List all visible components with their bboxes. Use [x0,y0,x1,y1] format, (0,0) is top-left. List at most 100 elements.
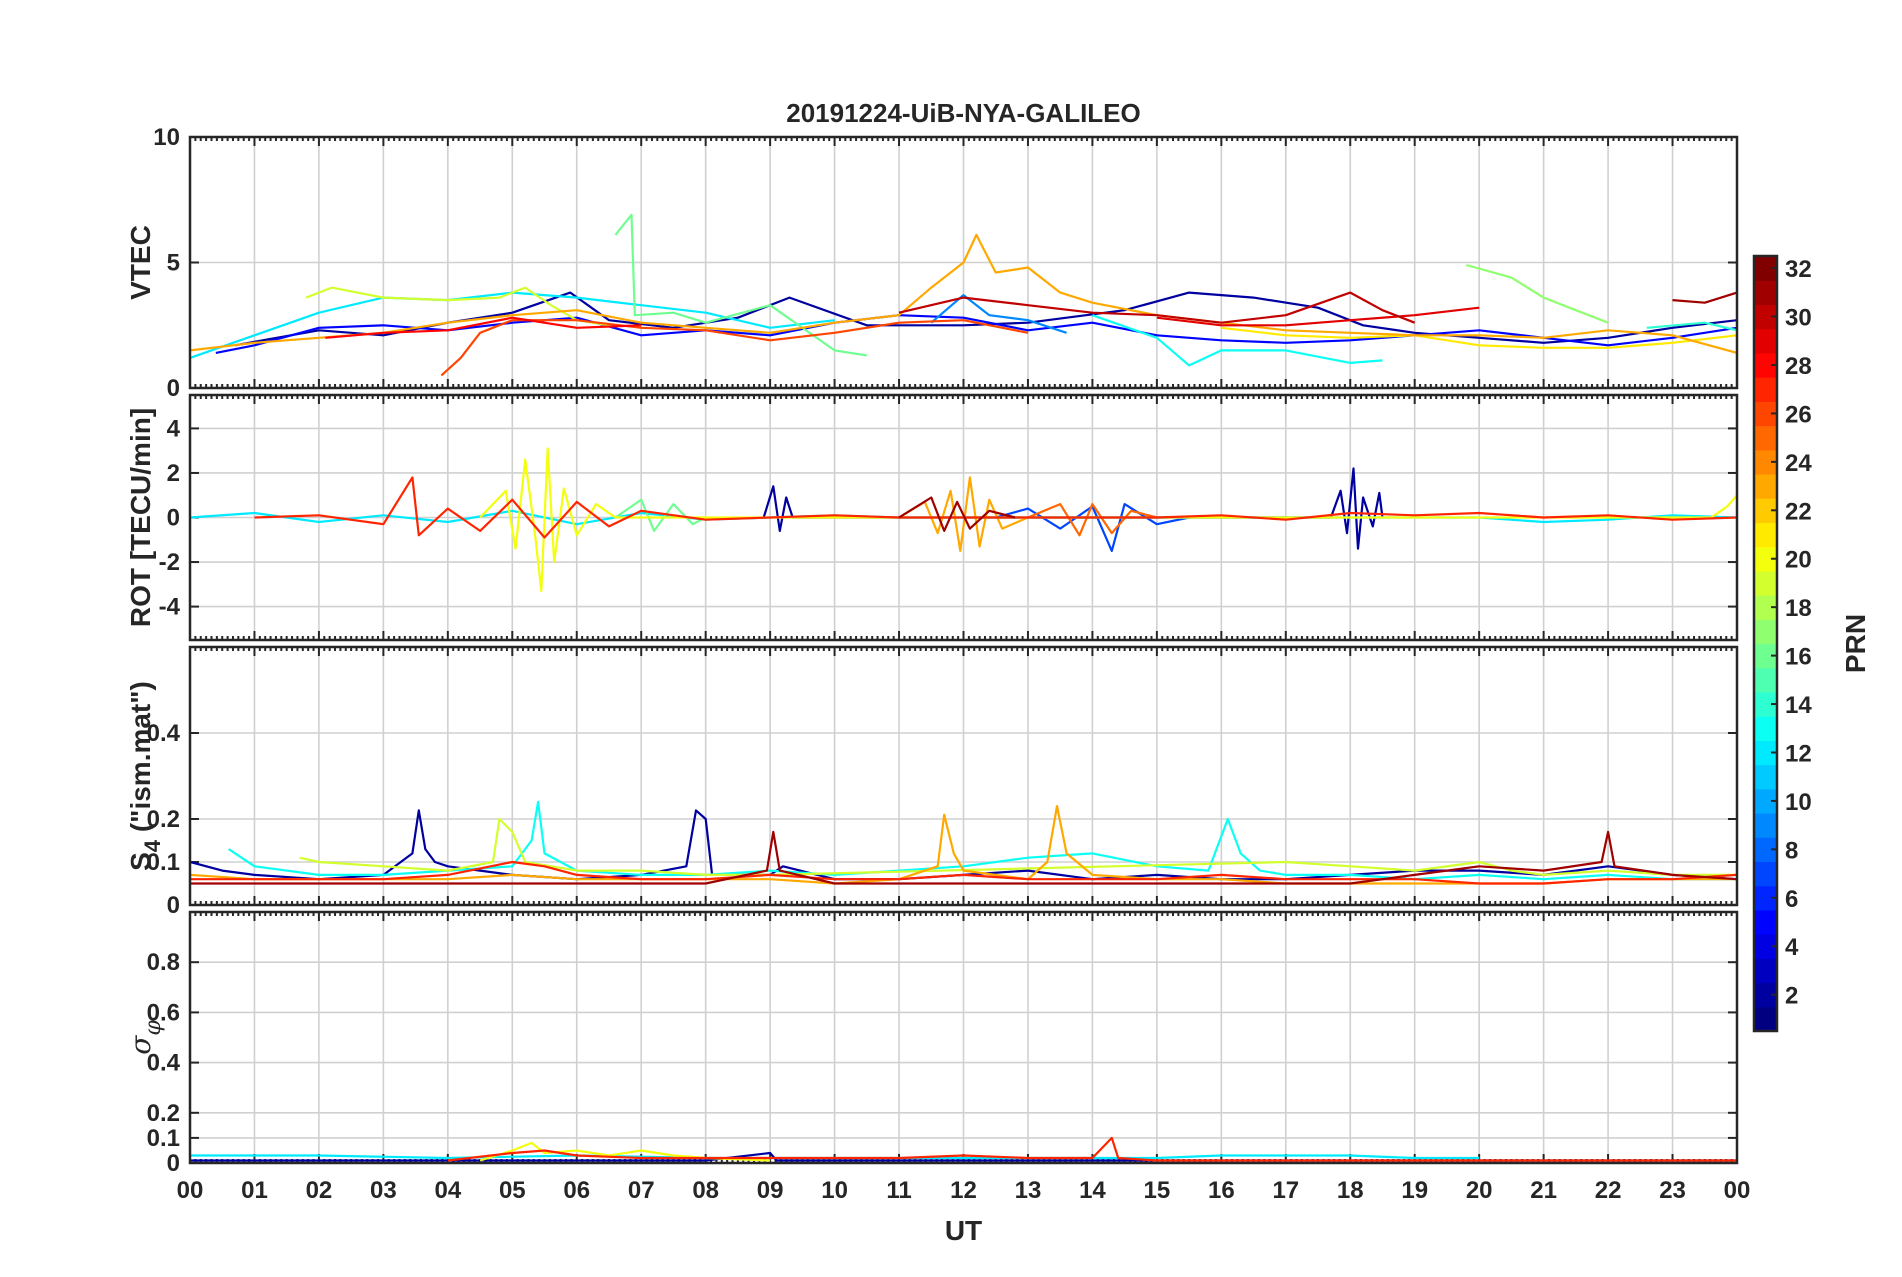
y-tick-label: -2 [159,549,180,576]
series-line-prn-26 [440,319,1029,377]
colorbar-tick-label: 26 [1785,401,1812,428]
y-axis-label: VTEC [125,225,156,300]
colorbar-swatch [1754,716,1777,741]
colorbar-swatch [1754,740,1777,766]
colorbar-frame [1752,254,1779,1033]
x-tick-label: 00 [177,1177,204,1204]
colorbar-swatch [1754,691,1777,717]
series-line-prn-17 [1466,263,1609,324]
y-tick-label: 10 [153,124,180,151]
y-tick-label: 0.1 [147,1125,180,1152]
x-tick-label: 14 [1079,1177,1106,1204]
x-tick-label: 16 [1208,1177,1235,1204]
chart-title: 20191224-UiB-NYA-GALILEO [786,98,1141,128]
panel-1: 0 5 10 VTEC [125,124,1739,402]
y-tick-label: 0 [167,375,180,402]
colorbar-swatch [1754,352,1777,378]
colorbar-swatch [1754,498,1777,524]
colorbar-tick-label: 6 [1785,886,1798,913]
y-axis-label: S4 ("ism.mat") [125,681,165,871]
plot-frame [188,135,1739,390]
y-tick-label: 0 [167,892,180,919]
colorbar-swatch [1754,449,1777,475]
y-axis-label: σφ [124,1020,166,1055]
x-tick-label: 17 [1272,1177,1299,1204]
series-group [190,800,1737,885]
x-tick-label: 07 [628,1177,655,1204]
series-line-prn-31 [1672,291,1737,304]
series-group [190,1136,1737,1162]
colorbar-tick-label: 24 [1785,450,1812,477]
x-tick-label: 15 [1144,1177,1171,1204]
x-tick-label: 08 [692,1177,719,1204]
series-line-prn-27 [254,476,1737,539]
colorbar-swatch [1754,837,1777,863]
colorbar-swatch [1754,546,1777,572]
colorbar-swatch [1754,643,1777,669]
x-tick-label: 23 [1659,1177,1686,1204]
colorbar-tick-label: 4 [1785,934,1799,961]
colorbar-tick-label: 20 [1785,547,1812,574]
panel-2: -4 -2 0 2 4 ROT [TECU/min] [125,393,1739,642]
series-line-prn-7 [995,503,1190,552]
series-group [190,213,1737,377]
series-line-prn-25 [1027,503,1158,537]
x-axis-label: UT [945,1215,982,1246]
colorbar-swatch [1754,1006,1777,1032]
series-line-prn-14 [1646,321,1737,332]
colorbar-tick-label: 18 [1785,595,1812,622]
y-tick-label: 0.6 [147,999,180,1026]
y-tick-label: -4 [159,594,181,621]
x-tick-label: 02 [306,1177,333,1204]
x-tick-label: 00 [1724,1177,1751,1204]
series-line-prn-23 [190,233,1737,354]
colorbar-tick-label: 10 [1785,789,1812,816]
x-tick-label: 01 [241,1177,268,1204]
colorbar-tick-label: 32 [1785,256,1812,283]
y-tick-label: 0 [167,1150,180,1177]
x-tick-label: 12 [950,1177,977,1204]
colorbar-swatch [1754,304,1777,330]
x-tick-label: 10 [821,1177,848,1204]
series-group [190,447,1737,593]
series-line-prn-30 [898,291,1416,324]
x-tick-label: 11 [886,1177,911,1204]
x-tick-label: 22 [1595,1177,1622,1204]
series-line-prn-29 [1156,306,1480,327]
colorbar-swatch [1754,958,1777,984]
x-tick-label: 18 [1337,1177,1364,1204]
y-tick-label: 5 [167,250,180,277]
colorbar-swatch [1754,570,1777,596]
x-tick-label: 19 [1401,1177,1428,1204]
colorbar-swatch [1754,619,1777,645]
y-axis-label: ROT [TECU/min] [125,408,156,627]
series-line-prn-9 [930,294,1067,334]
series-line-prn-20 [479,447,1737,593]
colorbar-tick-label: 16 [1785,644,1812,671]
colorbar-tick-label: 14 [1785,692,1812,719]
series-line-prn-19 [299,817,1737,876]
colorbar-tick-label: 12 [1785,740,1812,767]
series-line-prn-20 [479,1141,771,1162]
y-tick-label: 4 [167,415,181,442]
series-line-prn-19 [305,286,610,327]
colorbar-tick-label: 30 [1785,305,1812,332]
y-tick-label: 2 [167,460,180,487]
series-line-prn-16 [614,213,867,357]
x-tick-label: 04 [434,1177,461,1204]
series-line-prn-23 [190,805,1737,885]
colorbar-swatch [1754,595,1777,620]
series-line-prn-12 [190,1154,1480,1160]
y-tick-label: 0 [167,505,180,532]
colorbar-label: PRN [1840,614,1871,673]
colorbar-swatch [1754,401,1777,427]
series-line-prn-28 [325,316,642,339]
colorbar-swatch [1754,256,1777,281]
y-tick-label: 0.8 [147,949,180,976]
colorbar-swatch [1754,813,1777,838]
y-tick-label: 0.2 [147,1100,180,1127]
y-tick-label: 0.4 [147,1050,181,1077]
